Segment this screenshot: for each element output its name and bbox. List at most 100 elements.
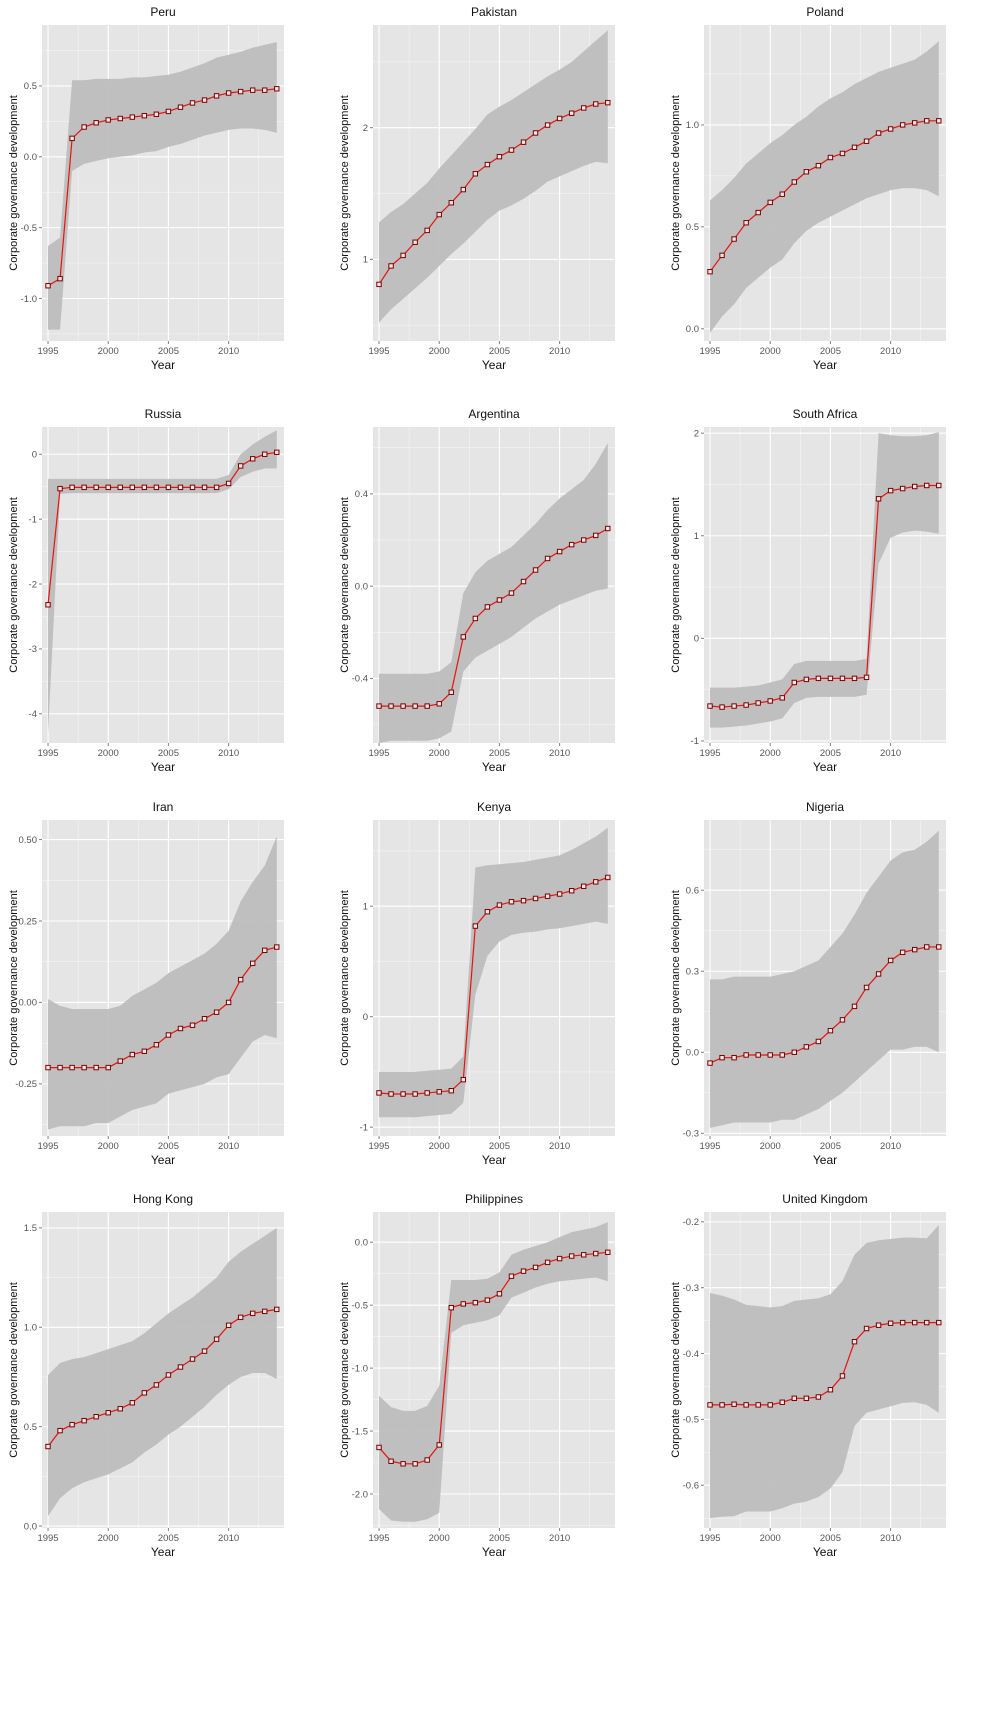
data-point [57, 485, 63, 492]
data-point [45, 283, 51, 289]
data-point [863, 1325, 870, 1332]
data-point [436, 1442, 442, 1448]
x-axis-label: Year [813, 358, 837, 372]
chart-title: United Kingdom [782, 1192, 867, 1206]
data-point [496, 153, 503, 160]
y-tick-label: 0.3 [686, 967, 699, 978]
data-point [201, 97, 208, 103]
data-point [129, 484, 136, 491]
data-point [755, 209, 761, 216]
data-point [767, 199, 773, 206]
data-point [81, 484, 87, 491]
data-point [225, 480, 232, 487]
data-point [581, 883, 587, 889]
data-point [105, 1410, 111, 1416]
data-point [189, 1356, 196, 1362]
y-tick-label: 0.5 [24, 81, 37, 92]
y-axis-label: Corporate governance development [339, 95, 351, 271]
data-point [274, 449, 280, 456]
data-point [887, 1320, 894, 1326]
y-tick-label: -0.2 [683, 1217, 699, 1228]
y-tick-label: -0.6 [683, 1481, 699, 1492]
data-point [189, 484, 196, 491]
data-point [755, 700, 761, 706]
data-point [57, 1427, 63, 1434]
data-point [412, 239, 418, 245]
data-point [593, 879, 599, 885]
x-tick-label: 2005 [158, 1533, 179, 1544]
confidence-ribbon [379, 1222, 608, 1522]
y-tick-label: -0.5 [683, 1415, 699, 1426]
data-point [93, 1064, 99, 1071]
data-point [436, 701, 442, 707]
x-tick-label: 1995 [368, 1141, 389, 1152]
chart-title: South Africa [793, 407, 858, 421]
y-axis-label: Corporate governance development [8, 890, 20, 1066]
x-tick-label: 1995 [368, 346, 389, 357]
data-point [117, 115, 123, 122]
data-point [177, 104, 184, 110]
data-point [69, 484, 75, 491]
y-tick-label: 0.50 [19, 835, 38, 846]
data-point [141, 484, 148, 491]
x-tick-label: 2000 [429, 1141, 450, 1152]
x-tick-label: 2010 [549, 1141, 570, 1152]
data-point [875, 1322, 882, 1328]
data-point [520, 139, 527, 145]
data-point [436, 1089, 442, 1095]
data-point [484, 161, 491, 168]
chart-title: Peru [150, 5, 175, 19]
data-point [863, 984, 870, 991]
y-tick-label: 0.6 [686, 886, 699, 897]
data-point [875, 130, 882, 136]
data-point [250, 1310, 256, 1317]
data-point [827, 1027, 834, 1034]
x-tick-label: 2005 [158, 748, 179, 759]
data-point [508, 1273, 515, 1279]
data-point [936, 482, 942, 489]
data-point [165, 1372, 172, 1378]
data-point [779, 1399, 785, 1405]
y-tick-label: 0.0 [355, 1238, 368, 1249]
chart-panel-united-kingdom: 1995 2000 2005 2010 -0.6 -0.5 -0.4 -0.3 -0.2 Unit… [670, 1192, 946, 1559]
x-tick-label: 2005 [489, 748, 510, 759]
chart-panel-kenya: 1995 2000 2005 2010 -1 0 1 Kenya Year Corporate g… [339, 800, 615, 1167]
x-tick-label: 2010 [549, 1533, 570, 1544]
data-point [105, 484, 111, 491]
chart-panel-hong-kong: 1995 2000 2005 2010 0.0 0.5 1.0 1.5 Hong Kong Yea… [8, 1192, 284, 1559]
y-tick-label: -0.3 [683, 1129, 699, 1140]
x-tick-label: 2000 [429, 748, 450, 759]
data-point [400, 1461, 406, 1467]
data-point [496, 1291, 503, 1297]
data-point [779, 191, 785, 197]
data-point [376, 281, 382, 288]
x-tick-label: 2005 [489, 346, 510, 357]
data-point [875, 971, 882, 977]
chart-panel-peru: 1995 2000 2005 2010 -1.0 -0.5 0.0 0.5 Peru Year Co… [8, 5, 284, 372]
chart-panel-pakistan: 1995 2000 2005 2010 1 2 Pakistan Year Corporate … [339, 5, 615, 372]
data-point [707, 268, 713, 275]
x-tick-label: 2010 [880, 1141, 901, 1152]
data-point [460, 186, 467, 193]
data-point [875, 496, 882, 502]
y-tick-label: -1.0 [21, 294, 37, 305]
confidence-ribbon [48, 836, 277, 1130]
data-point [448, 1088, 454, 1094]
data-point [779, 1052, 785, 1058]
data-point [213, 93, 220, 99]
x-tick-label: 2010 [549, 748, 570, 759]
data-point [93, 120, 99, 126]
x-tick-label: 2005 [820, 1141, 841, 1152]
data-point [839, 675, 846, 682]
data-point [568, 110, 575, 116]
data-point [803, 1395, 810, 1402]
x-tick-label: 2005 [489, 1141, 510, 1152]
y-axis-label: Corporate governance development [8, 95, 20, 271]
y-axis-label: Corporate governance development [339, 1282, 351, 1458]
data-point [743, 1402, 749, 1408]
data-point [117, 1406, 123, 1412]
data-point [581, 1252, 587, 1258]
x-tick-label: 2010 [549, 346, 570, 357]
